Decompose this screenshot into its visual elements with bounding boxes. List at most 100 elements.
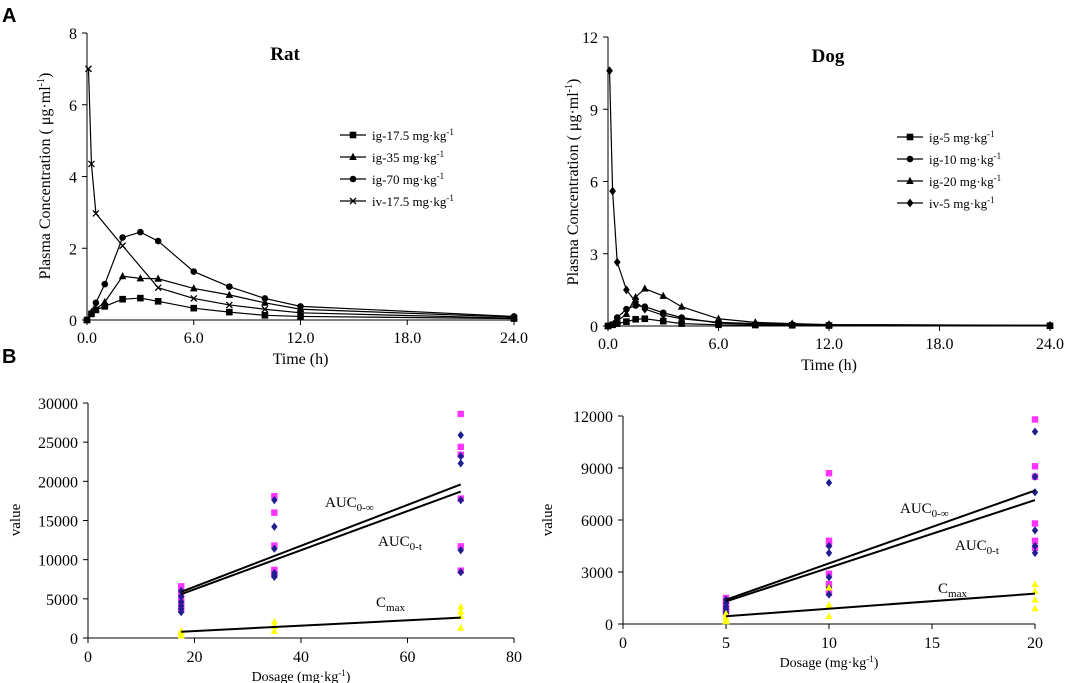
legend-marker bbox=[906, 176, 914, 184]
y-tick-label: 12000 bbox=[573, 409, 613, 426]
x-tick-label: 20 bbox=[1027, 635, 1043, 652]
data-point bbox=[825, 537, 833, 544]
data-point bbox=[85, 65, 92, 73]
data-point bbox=[825, 470, 833, 477]
legend-label: ig-10 mg·kg-1 bbox=[929, 151, 1001, 167]
y-tick-label: 0 bbox=[590, 319, 598, 336]
y-axis-label-sup: -1 bbox=[564, 84, 575, 92]
data-point bbox=[154, 237, 162, 245]
y-axis-label-end: ) bbox=[565, 79, 582, 84]
data-point bbox=[722, 609, 730, 617]
legend-label: iv-5 mg·kg-1 bbox=[929, 195, 995, 211]
legend-label-sup: -1 bbox=[446, 127, 454, 137]
fit-line-label-sub: 0-t bbox=[987, 545, 999, 557]
x-tick-label: 6.0 bbox=[184, 330, 204, 347]
y-axis-label: value bbox=[540, 503, 556, 536]
y-tick-label: 5000 bbox=[46, 592, 78, 609]
legend-marker bbox=[349, 131, 357, 139]
legend-label-sup: -1 bbox=[446, 193, 454, 203]
y-axis-label: Plasma Concentration ( μg·ml-1) bbox=[36, 73, 54, 280]
data-point bbox=[1031, 526, 1039, 535]
data-point bbox=[177, 592, 185, 601]
data-point bbox=[751, 319, 759, 328]
data-point bbox=[457, 452, 464, 461]
legend-label: ig-5 mg·kg-1 bbox=[929, 129, 995, 145]
x-tick-label: 6.0 bbox=[709, 336, 729, 353]
data-point bbox=[119, 295, 126, 303]
data-point bbox=[137, 228, 144, 236]
data-point bbox=[261, 305, 269, 313]
y-tick-label: 2 bbox=[69, 241, 77, 258]
data-point bbox=[825, 541, 833, 551]
fit-line-label-sub: max bbox=[948, 588, 967, 600]
y-axis-label: value bbox=[8, 503, 24, 536]
data-point bbox=[271, 544, 278, 553]
data-point bbox=[87, 160, 95, 168]
fit-line-label: AUC0-t bbox=[378, 534, 422, 553]
chart-title: Dog bbox=[812, 46, 845, 67]
data-point bbox=[226, 283, 233, 290]
data-point bbox=[100, 297, 109, 306]
data-point bbox=[825, 583, 833, 591]
legend-label-sup: -1 bbox=[994, 151, 1002, 161]
data-point bbox=[677, 302, 686, 310]
fit-line-label-sub: 0-t bbox=[410, 541, 422, 553]
fit-line-label-sub: 0-∞ bbox=[357, 502, 374, 514]
y-tick-label: 6 bbox=[590, 175, 598, 192]
x-axis-label: Dosage (mg·kg-1) bbox=[252, 668, 351, 683]
y-tick-label: 12 bbox=[582, 30, 598, 47]
data-point bbox=[190, 268, 198, 275]
data-point bbox=[457, 607, 465, 615]
y-tick-label: 9 bbox=[590, 102, 598, 119]
data-point bbox=[632, 297, 640, 307]
data-point bbox=[137, 294, 144, 302]
data-point bbox=[1031, 580, 1039, 588]
x-tick-label: 80 bbox=[506, 649, 522, 666]
legend-label: ig-17.5 mg·kg-1 bbox=[372, 127, 454, 143]
legend-marker bbox=[349, 197, 357, 205]
y-tick-label: 10000 bbox=[38, 553, 78, 570]
data-point bbox=[92, 304, 100, 313]
data-point bbox=[457, 495, 464, 505]
data-point bbox=[825, 548, 833, 558]
data-point bbox=[457, 410, 464, 418]
data-point bbox=[118, 271, 127, 280]
x-axis-label: Time (h) bbox=[801, 357, 857, 374]
data-point bbox=[226, 308, 233, 316]
x-tick-label: 24.0 bbox=[1036, 336, 1064, 353]
data-point bbox=[715, 317, 722, 327]
data-point bbox=[1031, 416, 1039, 423]
data-point bbox=[261, 295, 269, 302]
data-point bbox=[271, 509, 278, 516]
data-point bbox=[261, 312, 269, 319]
data-point bbox=[225, 301, 233, 309]
data-point bbox=[825, 612, 833, 620]
x-tick-label: 18.0 bbox=[393, 330, 421, 347]
fit-line-label: Cmax bbox=[376, 595, 405, 614]
data-point bbox=[613, 316, 622, 325]
data-point bbox=[641, 315, 649, 323]
dog-concentration-chart: 0 3 6 9 12 0.0 6.0 12.0 18.0 24.0 Dog Time (h) Plasm… bbox=[564, 30, 1064, 374]
data-point bbox=[722, 617, 730, 625]
y-axis-label: Plasma Concentration ( μg·ml-1) bbox=[564, 79, 582, 286]
legend-marker bbox=[906, 198, 914, 208]
x-tick-label: 24.0 bbox=[500, 330, 528, 347]
y-tick-label: 0 bbox=[69, 313, 77, 330]
x-tick-label: 0.0 bbox=[598, 336, 618, 353]
data-point bbox=[1031, 604, 1039, 612]
data-point bbox=[457, 602, 465, 610]
data-point bbox=[678, 314, 686, 324]
data-point bbox=[297, 303, 304, 310]
data-point bbox=[604, 321, 612, 330]
x-tick-label: 60 bbox=[400, 649, 416, 666]
panel-label-b: B bbox=[2, 346, 16, 368]
chart-title: Rat bbox=[270, 44, 300, 65]
data-point bbox=[1031, 488, 1039, 497]
data-point bbox=[270, 617, 278, 625]
legend-label-sup: -1 bbox=[987, 195, 995, 205]
data-point bbox=[659, 310, 667, 320]
data-point bbox=[101, 280, 109, 288]
fit-line-label-sub: 0-∞ bbox=[932, 508, 949, 520]
fit-line bbox=[725, 489, 1036, 601]
fit-line bbox=[725, 499, 1036, 603]
